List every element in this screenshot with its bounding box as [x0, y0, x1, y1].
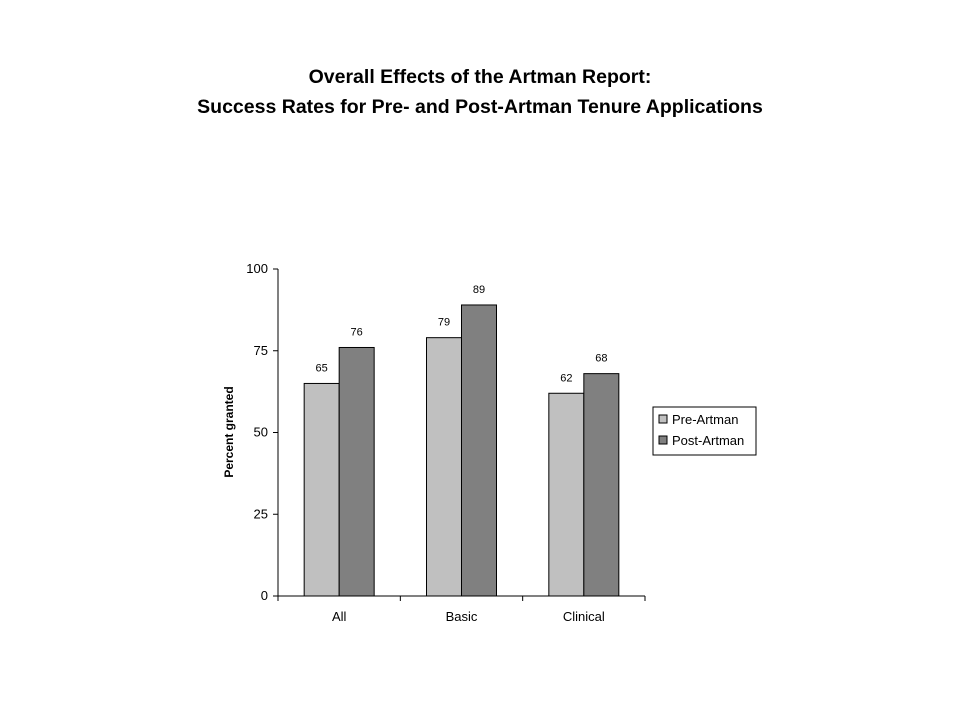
legend-swatch — [658, 435, 668, 445]
y-tick-label: 0 — [261, 588, 268, 603]
bar-pre-artman-basic — [426, 337, 462, 597]
y-tick-label: 75 — [254, 343, 268, 358]
data-label: 62 — [560, 372, 572, 384]
data-label: 76 — [351, 326, 363, 338]
data-label: 89 — [473, 284, 485, 296]
x-category-label: Basic — [446, 609, 478, 624]
x-category-label: All — [332, 609, 347, 624]
data-label: 65 — [316, 362, 328, 374]
bar-pre-artman-clinical — [548, 392, 585, 597]
chart-subtitle: Success Rates for Pre- and Post-Artman T… — [197, 96, 763, 118]
legend-label: Post-Artman — [672, 433, 744, 448]
data-labels: 65 76 79 89 62 68 — [316, 284, 608, 384]
y-tick-label: 100 — [246, 261, 268, 276]
legend-label: Pre-Artman — [672, 412, 738, 427]
data-label: 68 — [595, 353, 607, 365]
legend-swatch — [658, 414, 668, 424]
y-tick-label: 25 — [254, 506, 268, 521]
legend-box — [652, 406, 757, 456]
chart-title: Overall Effects of the Artman Report: — [308, 66, 652, 88]
bar-post-artman-all — [338, 346, 375, 597]
x-category-label: Clinical — [563, 609, 605, 624]
bar-post-artman-clinical — [583, 373, 620, 597]
data-label: 79 — [438, 317, 450, 329]
legend: Pre-Artman Post-Artman — [652, 406, 757, 456]
bar-pre-artman-all — [303, 382, 340, 597]
chart-title-block: Overall Effects of the Artman Report: Su… — [0, 62, 960, 122]
bars — [303, 304, 620, 597]
y-tick-label: 50 — [254, 425, 268, 440]
y-axis-title: Percent granted — [222, 386, 236, 477]
bar-post-artman-basic — [461, 304, 497, 597]
